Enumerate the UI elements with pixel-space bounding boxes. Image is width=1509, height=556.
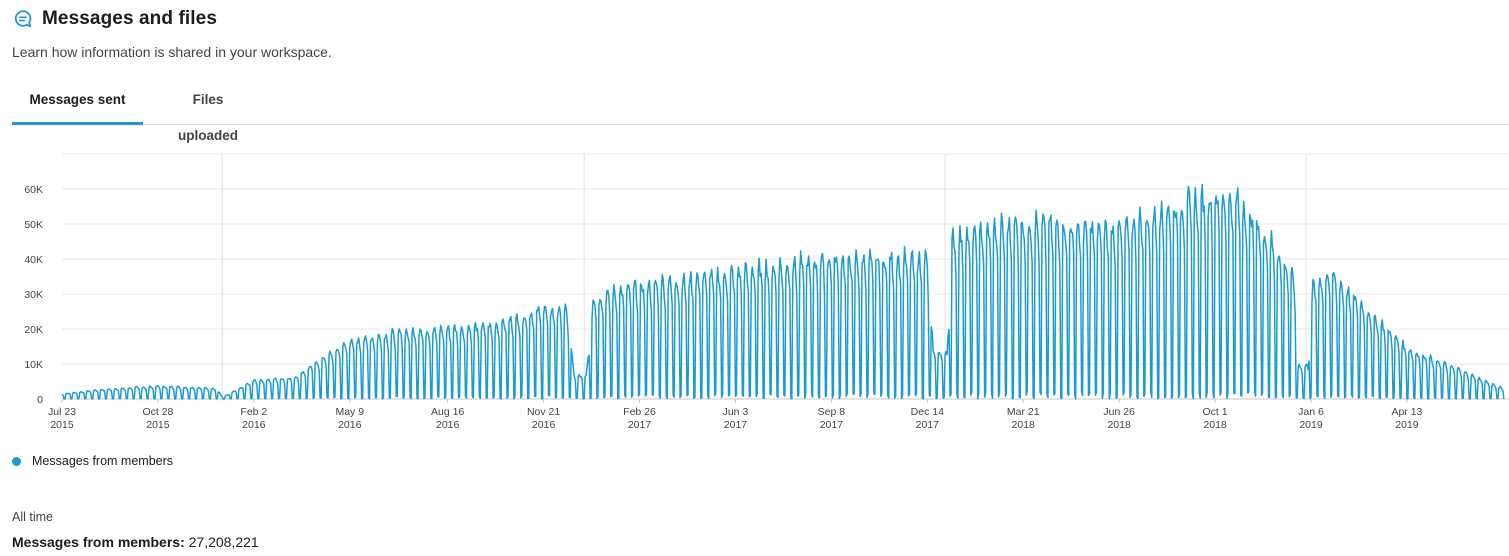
page-subtitle: Learn how information is shared in your … xyxy=(12,44,332,60)
x-tick-label: May 9 xyxy=(335,406,364,418)
x-tick-label: Feb 26 xyxy=(623,406,656,418)
x-tick-year-label: 2017 xyxy=(820,419,844,431)
tab-bar: Messages sent Files uploaded xyxy=(12,82,1509,143)
x-tick-label: Nov 21 xyxy=(527,406,560,418)
series-line-messages-from-members xyxy=(61,183,1505,400)
x-tick-label: Jun 3 xyxy=(723,406,749,418)
y-tick-label: 40K xyxy=(24,254,43,266)
x-tick-year-label: 2016 xyxy=(436,419,460,431)
x-tick-year-label: 2016 xyxy=(532,419,556,431)
x-tick-label: Dec 14 xyxy=(911,406,944,418)
page-title: Messages and files xyxy=(42,8,217,29)
x-tick-label: Oct 1 xyxy=(1203,406,1228,418)
x-tick-year-label: 2016 xyxy=(338,419,362,431)
y-tick-label: 10K xyxy=(24,359,43,371)
x-tick-label: Feb 2 xyxy=(240,406,267,418)
summary-total: Messages from members: 27,208,221 xyxy=(12,534,259,550)
x-tick-year-label: 2017 xyxy=(724,419,748,431)
x-tick-label: Aug 16 xyxy=(431,406,464,418)
y-tick-label: 60K xyxy=(24,184,43,196)
y-tick-label: 0 xyxy=(37,394,43,406)
legend-dot xyxy=(12,456,21,466)
chat-bubble-icon xyxy=(12,8,34,30)
summary-value: 27,208,221 xyxy=(188,534,259,550)
x-tick-year-label: 2018 xyxy=(1203,419,1227,431)
x-tick-year-label: 2017 xyxy=(916,419,940,431)
x-tick-year-label: 2015 xyxy=(50,419,74,431)
tab-files-uploaded[interactable]: Files uploaded xyxy=(178,92,238,143)
x-tick-year-label: 2016 xyxy=(242,419,266,431)
x-tick-label: Jun 26 xyxy=(1103,406,1135,418)
x-tick-year-label: 2017 xyxy=(628,419,652,431)
y-tick-label: 50K xyxy=(24,219,43,231)
chart-legend: Messages from members xyxy=(12,454,173,468)
x-tick-label: Sep 8 xyxy=(818,406,846,418)
x-tick-year-label: 2019 xyxy=(1299,419,1323,431)
x-tick-year-label: 2018 xyxy=(1012,419,1036,431)
page-header: Messages and files xyxy=(12,8,217,30)
y-tick-label: 20K xyxy=(24,324,43,336)
x-tick-label: Mar 21 xyxy=(1007,406,1040,418)
x-tick-label: Oct 28 xyxy=(142,406,173,418)
x-tick-label: Jul 23 xyxy=(48,406,76,418)
x-tick-year-label: 2019 xyxy=(1395,419,1419,431)
summary-heading: All time xyxy=(12,510,53,524)
summary-label: Messages from members: xyxy=(12,534,185,550)
y-tick-label: 30K xyxy=(24,289,43,301)
tab-messages-sent[interactable]: Messages sent xyxy=(12,82,143,125)
legend-label: Messages from members xyxy=(32,454,174,468)
x-tick-year-label: 2015 xyxy=(146,419,170,431)
x-tick-label: Apr 13 xyxy=(1391,406,1422,418)
x-tick-label: Jan 6 xyxy=(1298,406,1324,418)
x-tick-year-label: 2018 xyxy=(1107,419,1131,431)
